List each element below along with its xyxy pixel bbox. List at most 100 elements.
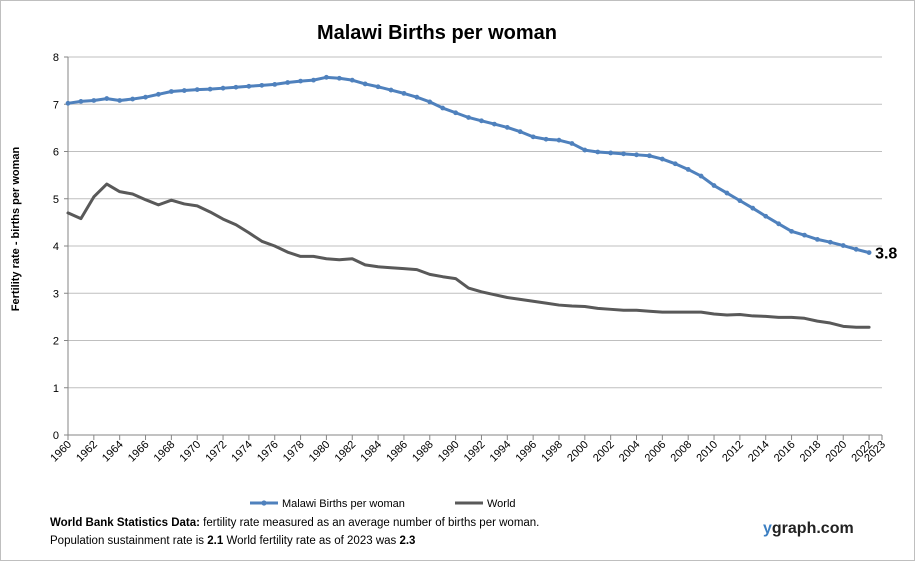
data-point-malawi-births-per-woman <box>233 84 239 90</box>
y-axis-label: Fertility rate - births per woman <box>10 147 22 312</box>
data-point-malawi-births-per-woman <box>130 96 136 102</box>
data-point-malawi-births-per-woman <box>491 121 497 127</box>
x-tick-label: 1972 <box>203 439 229 465</box>
data-point-malawi-births-per-woman <box>853 246 859 252</box>
data-point-malawi-births-per-woman <box>401 90 407 96</box>
x-tick-label: 1964 <box>100 439 126 465</box>
data-point-malawi-births-per-woman <box>362 81 368 87</box>
x-tick-label: 1986 <box>384 439 410 465</box>
data-point-malawi-births-per-woman <box>543 136 549 142</box>
x-tick-label: 1976 <box>255 439 281 465</box>
data-point-malawi-births-per-woman <box>440 105 446 111</box>
x-tick-label: 1982 <box>333 439 359 465</box>
data-point-malawi-births-per-woman <box>504 125 510 130</box>
x-tick-label: 1966 <box>126 439 152 465</box>
data-point-malawi-births-per-woman <box>298 78 303 84</box>
data-point-malawi-births-per-woman <box>866 250 872 256</box>
data-point-malawi-births-per-woman <box>285 80 291 85</box>
sustainment-label: Population sustainment rate is <box>50 535 208 547</box>
data-point-malawi-births-per-woman <box>556 137 562 143</box>
x-tick-label: 1990 <box>436 439 462 465</box>
data-point-malawi-births-per-woman <box>181 88 187 93</box>
x-tick-label: 1978 <box>281 439 307 465</box>
data-point-malawi-births-per-woman <box>311 77 316 83</box>
data-point-malawi-births-per-woman <box>466 115 471 120</box>
data-source-note: World Bank Statistics Data: fertility ra… <box>50 517 539 529</box>
data-point-malawi-births-per-woman <box>763 213 769 219</box>
data-point-malawi-births-per-woman <box>621 151 626 157</box>
x-tick-label: 2012 <box>720 439 746 465</box>
data-point-malawi-births-per-woman <box>207 86 213 92</box>
data-point-malawi-births-per-woman <box>814 236 820 242</box>
data-point-malawi-births-per-woman <box>156 91 161 97</box>
data-point-malawi-births-per-woman <box>789 228 794 234</box>
data-point-malawi-births-per-woman <box>259 82 265 88</box>
data-point-malawi-births-per-woman <box>698 173 704 179</box>
y-tick-label: 7 <box>53 99 59 111</box>
data-point-malawi-births-per-woman <box>65 100 71 106</box>
x-tick-label: 1960 <box>48 439 74 465</box>
data-point-malawi-births-per-woman <box>375 84 381 90</box>
rate-note: Population sustainment rate is 2.1 World… <box>50 535 415 547</box>
data-point-malawi-births-per-woman <box>840 243 846 248</box>
y-tick-label: 0 <box>53 430 59 442</box>
x-tick-label: 1970 <box>178 439 204 465</box>
data-point-malawi-births-per-woman <box>776 221 782 227</box>
y-tick-label: 8 <box>53 52 59 64</box>
data-point-malawi-births-per-woman <box>388 87 394 93</box>
data-point-malawi-births-per-woman <box>324 74 329 80</box>
data-point-malawi-births-per-woman <box>737 198 743 204</box>
data-point-malawi-births-per-woman <box>750 205 756 211</box>
legend-label-world[interactable]: World <box>487 498 516 510</box>
data-point-malawi-births-per-woman <box>104 96 110 101</box>
data-point-malawi-births-per-woman <box>711 183 717 188</box>
x-tick-label: 1974 <box>229 439 255 465</box>
brand-logo[interactable]: ygraph.com <box>763 520 854 538</box>
y-tick-label: 5 <box>53 194 59 206</box>
data-point-malawi-births-per-woman <box>349 77 355 83</box>
data-point-malawi-births-per-woman <box>220 85 226 91</box>
brand-logo-text: graph.com <box>771 520 854 537</box>
x-tick-label: 1988 <box>410 439 436 465</box>
end-value-label: 3.8 <box>875 246 897 263</box>
y-tick-label: 6 <box>53 147 59 159</box>
data-source-description: fertility rate measured as an average nu… <box>199 517 540 529</box>
data-point-malawi-births-per-woman <box>168 89 174 94</box>
data-point-malawi-births-per-woman <box>117 98 123 103</box>
data-point-malawi-births-per-woman <box>827 239 833 245</box>
data-point-malawi-births-per-woman <box>608 150 614 156</box>
data-point-malawi-births-per-woman <box>517 129 523 135</box>
data-point-malawi-births-per-woman <box>685 167 691 172</box>
series-line-world <box>66 182 871 329</box>
data-point-malawi-births-per-woman <box>530 134 536 140</box>
data-point-malawi-births-per-woman <box>194 87 200 93</box>
x-tick-label: 1980 <box>307 439 333 465</box>
data-point-malawi-births-per-woman <box>143 94 148 100</box>
x-tick-label: 2020 <box>824 439 850 465</box>
legend-label-malawi-births-per-woman[interactable]: Malawi Births per woman <box>282 498 405 510</box>
brand-logo-accent: y <box>763 520 772 537</box>
sustainment-value: 2.1 <box>207 535 224 547</box>
x-tick-label: 2010 <box>694 439 720 465</box>
data-point-malawi-births-per-woman <box>78 99 84 104</box>
x-tick-label: 2016 <box>772 439 798 465</box>
data-point-malawi-births-per-woman <box>427 99 433 105</box>
data-point-malawi-births-per-woman <box>414 94 420 100</box>
chart-title: Malawi Births per woman <box>317 22 557 44</box>
x-tick-label: 1968 <box>152 439 178 465</box>
data-point-malawi-births-per-woman <box>802 232 807 238</box>
data-point-malawi-births-per-woman <box>595 149 601 155</box>
data-point-malawi-births-per-woman <box>453 110 459 116</box>
world-rate-label: World fertility rate as of 2023 was <box>223 535 400 547</box>
x-tick-label: 1994 <box>488 439 514 465</box>
data-point-malawi-births-per-woman <box>659 156 665 162</box>
x-tick-label: 1984 <box>358 439 384 465</box>
data-point-malawi-births-per-woman <box>569 141 575 146</box>
y-tick-label: 4 <box>53 241 59 253</box>
y-tick-label: 1 <box>53 383 59 395</box>
x-tick-label: 1962 <box>74 439 100 465</box>
data-point-malawi-births-per-woman <box>672 161 678 167</box>
x-tick-label: 2002 <box>591 439 617 465</box>
data-point-malawi-births-per-woman <box>634 152 639 158</box>
